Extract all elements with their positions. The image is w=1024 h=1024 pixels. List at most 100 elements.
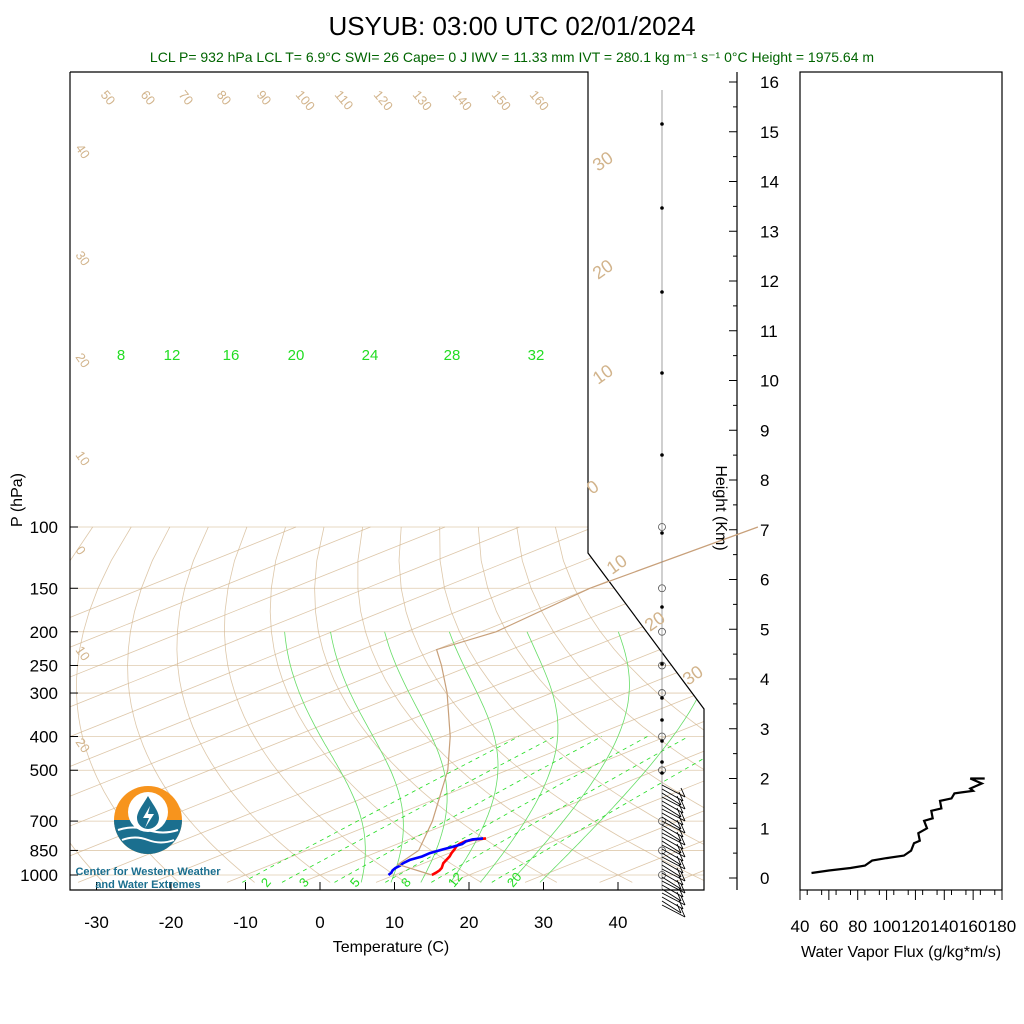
mixing-ratio-line [334,736,602,883]
wind-dot [660,531,664,535]
temperature-tick-label: -30 [84,913,109,932]
pressure-tick-label: 300 [30,684,58,703]
flux-tick-label: 100 [872,917,900,936]
wind-dot [660,696,664,700]
theta-label-right: 30 [679,661,707,689]
mixing-ratio-line [431,736,689,883]
isotherm-line [524,526,704,883]
moist-adiabat-line [539,631,704,883]
mixing-ratio-label: 3 [296,875,312,890]
height-tick-label: 14 [760,173,779,192]
wind-barb [661,864,682,878]
wind-barb [661,820,686,834]
flux-line [811,777,985,875]
height-tick-label: 9 [760,421,769,440]
wind-barb [661,868,686,882]
dry-adiabat-line [555,526,704,883]
wind-barb-flag [678,875,684,886]
wind-level-circle [658,627,666,636]
wind-barb [661,892,686,906]
height-tick-label: 15 [760,123,779,142]
temperature-tick-label: 30 [534,913,553,932]
theta-label-right: 20 [589,255,617,283]
skewt-ylabel: P (hPa) [9,473,26,527]
dry-adiabat-line [176,526,331,883]
wind-barb-flag [680,835,686,846]
pressure-tick-label: 200 [30,623,58,642]
dry-adiabat-line [516,526,704,883]
flux-tick-label: 80 [848,917,867,936]
wind-barb-flag [680,907,686,918]
flux-panel: 40 60 80 100 120 140 160 180 [791,777,1016,936]
dry-adiabat-line [76,526,180,883]
isotherm-line [70,526,371,883]
height-axis-label: Height (Km) [712,465,729,550]
wind-barb-flag [680,883,686,894]
wind-level-circle [658,846,666,855]
mixing-ratio-label: 20 [504,869,525,890]
dry-adiabat-line [127,526,255,883]
mixing-ratio-label: 2 [258,875,274,890]
moist-adiabat-label: 32 [528,347,545,364]
wind-dot [660,771,664,775]
chart-title: USYUB: 03:00 UTC 02/01/2024 [328,11,695,41]
wind-barb-flag [678,839,684,850]
pressure-tick-label: 1000 [20,866,58,885]
isotherm-line [673,526,704,883]
theta-label-top: 160 [527,87,552,113]
mixing-ratio-line [491,736,704,883]
temperature-tick-label: 20 [460,913,479,932]
wind-dot [660,371,664,375]
wind-dot [660,662,664,666]
dry-adiabat-line [477,526,704,883]
wind-barb [661,896,684,910]
wind-barb-flag [676,843,682,854]
theta-label-left: 30 [73,248,94,268]
wind-barb-flag [676,867,682,878]
isotherm-line [301,526,704,883]
wind-dot [660,760,664,764]
wind-barb [661,900,682,914]
dry-adiabat-line [357,526,633,883]
dry-adiabat-line [314,526,557,883]
theta-label-top: 120 [371,87,396,113]
isotherm-line [77,526,704,883]
moist-adiabat-line [509,631,630,883]
wind-barb [661,904,686,918]
wind-barb-flag [680,895,686,906]
height-tick-label: 3 [760,720,769,739]
mixing-ratio-label: 5 [347,875,363,890]
height-tick-label: 11 [760,322,778,341]
wind-barb [661,848,684,862]
height-tick-label: 8 [760,471,769,490]
flux-tick-label: 40 [791,917,810,936]
theta-label-top: 50 [98,87,119,108]
wind-barb-flag [676,831,682,842]
moist-adiabat-label: 8 [117,347,125,364]
moist-adiabat-label: 24 [362,347,379,364]
height-tick-label: 6 [760,571,769,590]
wind-barb [661,880,686,894]
theta-label-right: 0 [583,476,603,498]
isotherm-line [599,526,704,883]
temperature-tick-label: 0 [315,913,324,932]
wind-barb [661,784,686,798]
dry-adiabat-line [70,526,104,883]
wind-dot [660,290,664,294]
theta-label-top: 60 [138,87,159,108]
mixing-ratio-line [281,736,555,883]
wind-barb [661,840,682,854]
wind-level-circle [658,584,666,593]
wind-barb [661,788,684,802]
wind-barb-flag [678,863,684,874]
moist-adiabat-line [284,631,366,883]
wind-barb [661,888,682,902]
dewpoint-line [387,837,484,877]
pressure-tick-label: 500 [30,761,58,780]
wind-barb-flag [680,811,686,822]
wind-barb [661,844,686,858]
wind-barb [661,792,682,806]
wind-barb-flag [680,799,686,810]
